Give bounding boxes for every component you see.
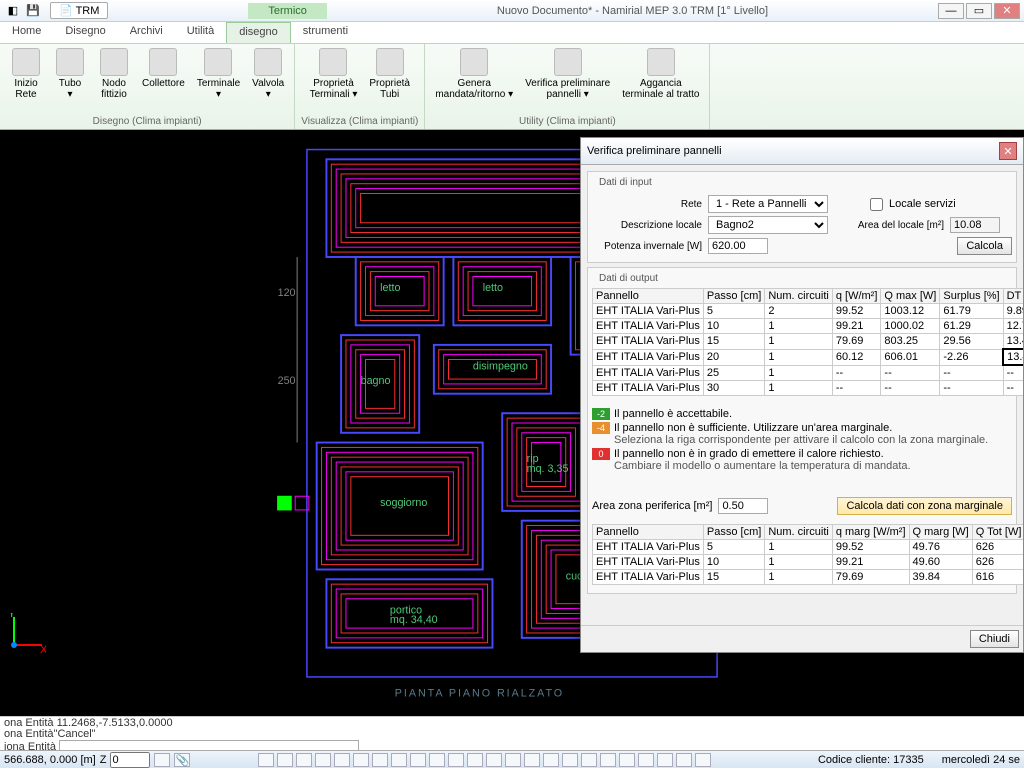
- title-bar: ◧ 💾 📄 TRM Termico Nuovo Documento* - Nam…: [0, 0, 1024, 22]
- svg-text:bagno: bagno: [361, 375, 391, 387]
- status-tool-icon[interactable]: [334, 753, 350, 767]
- status-tool-icon[interactable]: [676, 753, 692, 767]
- status-tool-icon[interactable]: [391, 753, 407, 767]
- status-tool-icon[interactable]: [695, 753, 711, 767]
- ribbon-button[interactable]: Agganciaterminale al tratto: [618, 46, 703, 116]
- table-row[interactable]: EHT ITALIA Vari-Plus15179.69803.2529.561…: [593, 334, 1024, 350]
- svg-text:mq. 34,40: mq. 34,40: [390, 614, 438, 626]
- ribbon-button[interactable]: InizioRete: [6, 46, 46, 116]
- z-input[interactable]: [110, 752, 150, 768]
- verify-panel: Verifica preliminare pannelli ✕ Dati di …: [580, 137, 1024, 653]
- customer-code: Codice cliente: 17335: [818, 754, 924, 766]
- close-button[interactable]: ✕: [994, 3, 1020, 19]
- svg-text:PIANTA PIANO RIALZATO: PIANTA PIANO RIALZATO: [395, 687, 564, 699]
- status-toggle-icon[interactable]: [154, 753, 170, 767]
- status-tool-icon[interactable]: [619, 753, 635, 767]
- locale-servizi-checkbox[interactable]: [870, 198, 883, 211]
- contextual-tab-label: Termico: [248, 3, 327, 19]
- status-tool-icon[interactable]: [258, 753, 274, 767]
- chiudi-button[interactable]: Chiudi: [970, 630, 1019, 648]
- menu-tab-disegno[interactable]: Disegno: [53, 22, 117, 43]
- ribbon-button[interactable]: Terminale▾: [193, 46, 244, 116]
- status-tool-icon[interactable]: [467, 753, 483, 767]
- rete-select[interactable]: 1 - Rete a Pannelli ra: [708, 195, 828, 213]
- menu-tab-archivi[interactable]: Archivi: [118, 22, 175, 43]
- window-title: Nuovo Documento* - Namirial MEP 3.0 TRM …: [327, 5, 938, 17]
- status-tool-icon[interactable]: [657, 753, 673, 767]
- ribbon-button[interactable]: Valvola▾: [248, 46, 288, 116]
- status-tool-icon[interactable]: [505, 753, 521, 767]
- output-fieldset: Dati di output PannelloPasso [cm]Num. ci…: [587, 267, 1017, 594]
- table-row[interactable]: EHT ITALIA Vari-Plus20160.12606.01-2.261…: [593, 349, 1024, 365]
- table-row[interactable]: EHT ITALIA Vari-Plus5199.5249.766269.89S…: [593, 540, 1024, 555]
- svg-text:soggiorno: soggiorno: [380, 497, 427, 509]
- status-tool-icon[interactable]: [486, 753, 502, 767]
- svg-text:250: 250: [278, 375, 296, 387]
- doc-tab[interactable]: 📄 TRM: [50, 2, 108, 19]
- table-row[interactable]: EHT ITALIA Vari-Plus301--------0: [593, 381, 1024, 396]
- ribbon-button[interactable]: Tubo▾: [50, 46, 90, 116]
- maximize-button[interactable]: ▭: [966, 3, 992, 19]
- status-tool-icon[interactable]: [543, 753, 559, 767]
- status-tool-icon[interactable]: [600, 753, 616, 767]
- area-input[interactable]: [950, 217, 1000, 233]
- command-line: ona Entità 11.2468,-7.5133,0.0000 ona En…: [0, 716, 1024, 750]
- status-tool-icon[interactable]: [524, 753, 540, 767]
- coord-readout: 566.688, 0.000 [m]: [4, 754, 96, 766]
- menu-tab-strumenti[interactable]: strumenti: [291, 22, 360, 43]
- status-tool-icon[interactable]: [372, 753, 388, 767]
- status-tool-icon[interactable]: [296, 753, 312, 767]
- ribbon-tabs: HomeDisegnoArchiviUtilitàdisegnostrument…: [0, 22, 1024, 44]
- ribbon-button[interactable]: ProprietàTerminali ▾: [306, 46, 362, 116]
- table-row[interactable]: EHT ITALIA Vari-Plus15179.6939.8461613.4…: [593, 570, 1024, 585]
- ribbon: InizioReteTubo▾NodofittizioCollettoreTer…: [0, 44, 1024, 130]
- results-table-2[interactable]: PannelloPasso [cm]Num. circuitiq marg [W…: [592, 524, 1023, 585]
- menu-tab-home[interactable]: Home: [0, 22, 53, 43]
- calcola-button[interactable]: Calcola: [957, 237, 1012, 255]
- status-tool-icon[interactable]: [353, 753, 369, 767]
- ribbon-button[interactable]: Verifica preliminarepannelli ▾: [521, 46, 614, 116]
- status-tool-icon[interactable]: [277, 753, 293, 767]
- potenza-input[interactable]: [708, 238, 768, 254]
- status-bar: 566.688, 0.000 [m] Z 📎 Codice cliente: 1…: [0, 750, 1024, 768]
- status-tool-icon[interactable]: [448, 753, 464, 767]
- table-row[interactable]: EHT ITALIA Vari-Plus5299.521003.1261.799…: [593, 304, 1024, 319]
- table-row[interactable]: EHT ITALIA Vari-Plus10199.211000.0261.29…: [593, 319, 1024, 334]
- status-toggle-icon[interactable]: 📎: [174, 753, 190, 767]
- svg-text:letto: letto: [483, 282, 503, 294]
- desc-locale-select[interactable]: Bagno2: [708, 216, 828, 234]
- ribbon-button[interactable]: Collettore: [138, 46, 189, 116]
- menu-tab-disegno[interactable]: disegno: [226, 22, 291, 43]
- status-tool-icon[interactable]: [429, 753, 445, 767]
- ribbon-button[interactable]: Nodofittizio: [94, 46, 134, 116]
- ribbon-button[interactable]: ProprietàTubi: [365, 46, 414, 116]
- calc-margin-button[interactable]: Calcola dati con zona marginale: [837, 497, 1012, 515]
- panel-close-button[interactable]: ✕: [999, 142, 1017, 160]
- menu-tab-utilità[interactable]: Utilità: [175, 22, 227, 43]
- status-tool-icon[interactable]: [581, 753, 597, 767]
- minimize-button[interactable]: —: [938, 3, 964, 19]
- results-table-1[interactable]: PannelloPasso [cm]Num. circuitiq [W/m²]Q…: [592, 288, 1023, 396]
- app-menu-icon[interactable]: ◧: [4, 2, 22, 20]
- table-row[interactable]: EHT ITALIA Vari-Plus251--------0: [593, 365, 1024, 381]
- svg-text:letto: letto: [380, 282, 400, 294]
- date-readout: mercoledì 24 se: [942, 754, 1020, 766]
- status-tool-icon[interactable]: [638, 753, 654, 767]
- table-row[interactable]: EHT ITALIA Vari-Plus10199.2149.6062612.7…: [593, 555, 1024, 570]
- svg-text:disimpegno: disimpegno: [473, 360, 528, 372]
- ribbon-button[interactable]: Generamandata/ritorno ▾: [431, 46, 517, 116]
- status-tool-icon[interactable]: [315, 753, 331, 767]
- svg-text:mq. 3,35: mq. 3,35: [527, 463, 569, 475]
- svg-text:120: 120: [278, 287, 296, 299]
- panel-title: Verifica preliminare pannelli: [587, 145, 722, 157]
- status-tool-icon[interactable]: [410, 753, 426, 767]
- input-fieldset: Dati di input Rete 1 - Rete a Pannelli r…: [587, 171, 1017, 263]
- periferica-input[interactable]: [718, 498, 768, 514]
- quick-access-toolbar: ◧ 💾 📄 TRM: [4, 2, 108, 20]
- save-icon[interactable]: 💾: [24, 2, 42, 20]
- status-tool-icon[interactable]: [562, 753, 578, 767]
